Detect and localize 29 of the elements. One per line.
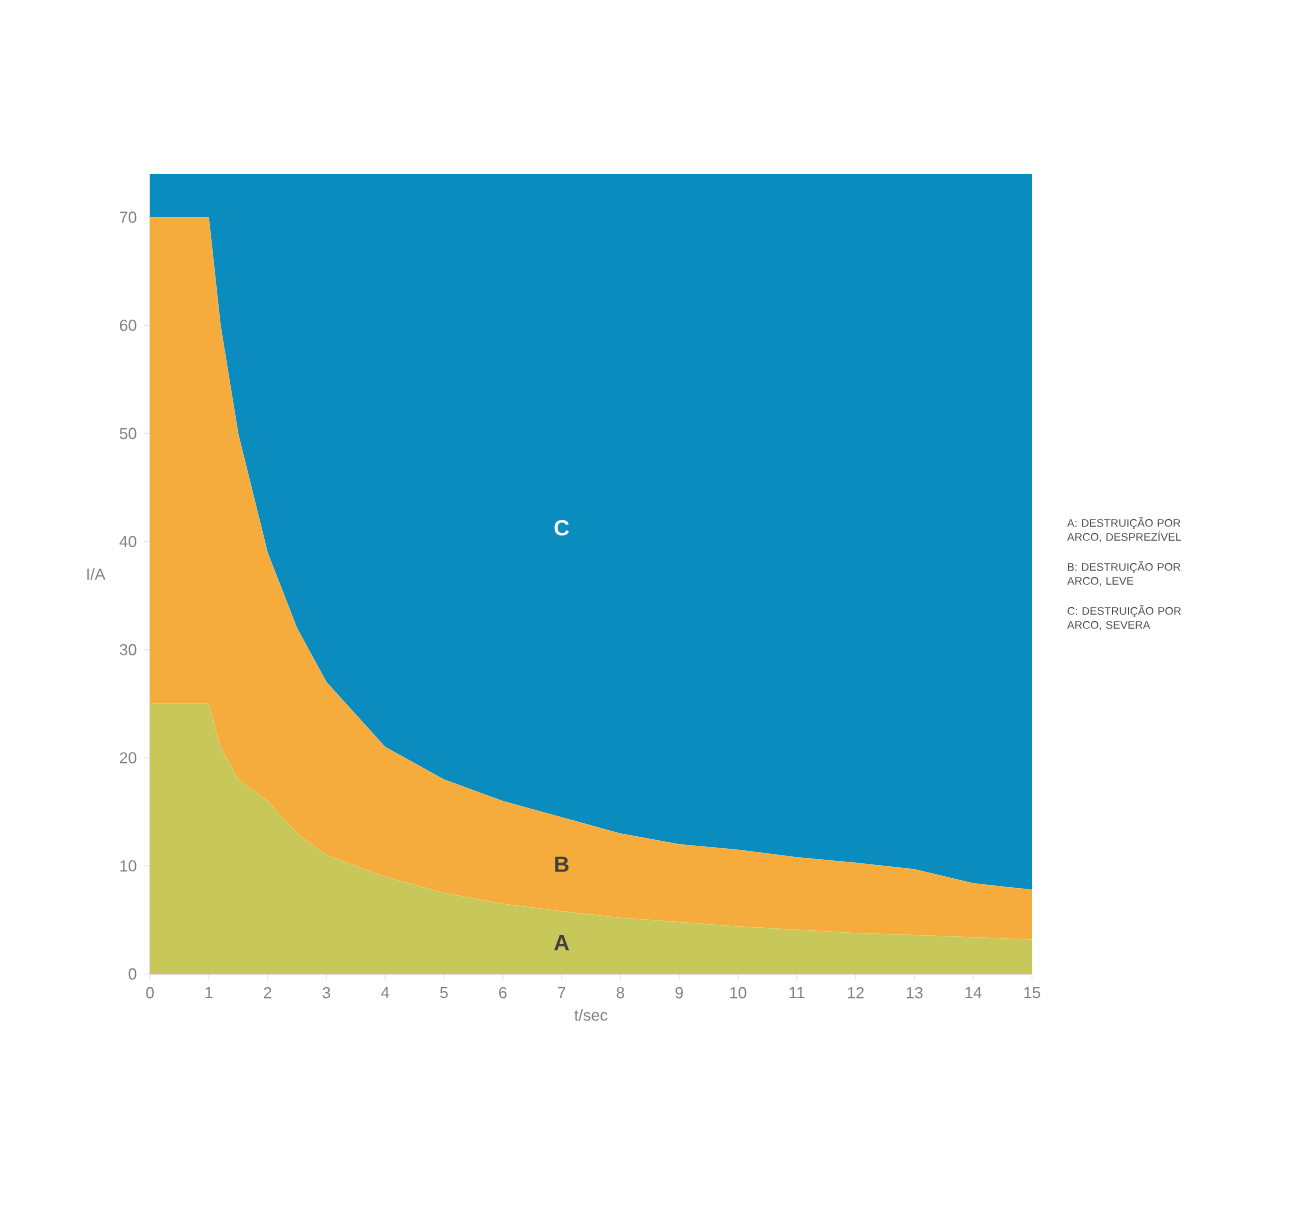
y-tick-label: 30 <box>119 644 137 656</box>
x-tick-label: 8 <box>616 987 625 999</box>
annotation: A <box>554 935 569 951</box>
x-tick-label: 13 <box>906 987 923 999</box>
x-tick-label: 12 <box>847 987 864 999</box>
x-tick-label: 3 <box>322 987 331 999</box>
y-tick-label: 60 <box>119 319 137 332</box>
x-tick-label: 7 <box>557 987 566 999</box>
y-tick-label: 10 <box>120 860 137 872</box>
x-tick-label: 9 <box>675 987 683 999</box>
annotation: B <box>555 856 569 872</box>
y-tick-label: 70 <box>119 211 137 223</box>
x-tick-label: 1 <box>205 987 213 999</box>
x-tick-label: 6 <box>499 987 507 999</box>
x-tick-label: 14 <box>965 987 982 999</box>
x-tick-label: 15 <box>1024 987 1041 999</box>
y-tick-label: 20 <box>119 752 137 764</box>
x-tick-label: 11 <box>789 987 805 999</box>
y-tick-label: 0 <box>128 968 137 980</box>
x-tick-label: 5 <box>440 987 448 999</box>
y-axis-title: I/A <box>87 568 106 580</box>
x-tick-label: 10 <box>730 987 747 999</box>
x-axis-title: t/sec <box>574 1009 608 1021</box>
x-tick-label: 4 <box>381 987 390 999</box>
x-tick-label: 0 <box>146 987 154 999</box>
y-tick-label: 40 <box>119 535 137 548</box>
annotation: C <box>554 520 569 536</box>
y-tick-label: 50 <box>119 427 137 440</box>
x-tick-label: 2 <box>263 987 272 999</box>
